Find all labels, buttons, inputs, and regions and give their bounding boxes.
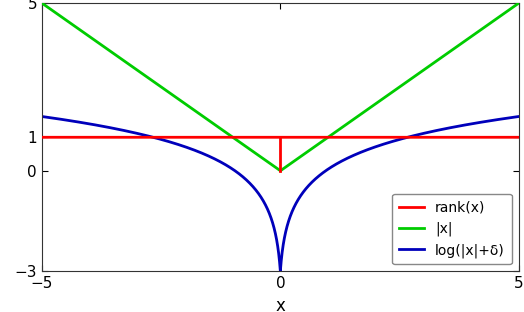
Legend: rank(x), |x|, log(|x|+δ): rank(x), |x|, log(|x|+δ) bbox=[392, 194, 512, 265]
X-axis label: x: x bbox=[276, 297, 285, 312]
